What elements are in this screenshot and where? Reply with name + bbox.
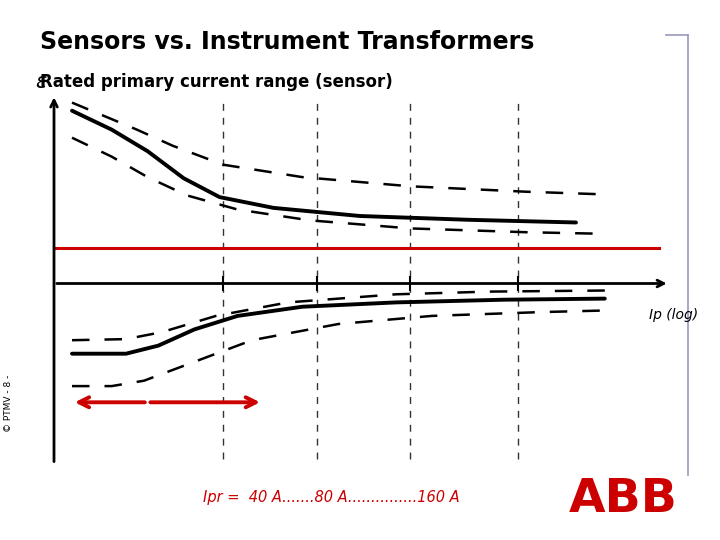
Text: Sensors vs. Instrument Transformers: Sensors vs. Instrument Transformers (40, 30, 534, 53)
Text: Ipr =  40 A.......80 A...............160 A: Ipr = 40 A.......80 A...............160 … (203, 490, 459, 505)
Text: Ip (log): Ip (log) (649, 308, 698, 322)
Text: Rated primary current range (sensor): Rated primary current range (sensor) (40, 73, 392, 91)
Text: ABB: ABB (568, 477, 678, 522)
Text: © PTMV - 8 -: © PTMV - 8 - (4, 375, 13, 432)
Text: ε: ε (35, 72, 47, 92)
